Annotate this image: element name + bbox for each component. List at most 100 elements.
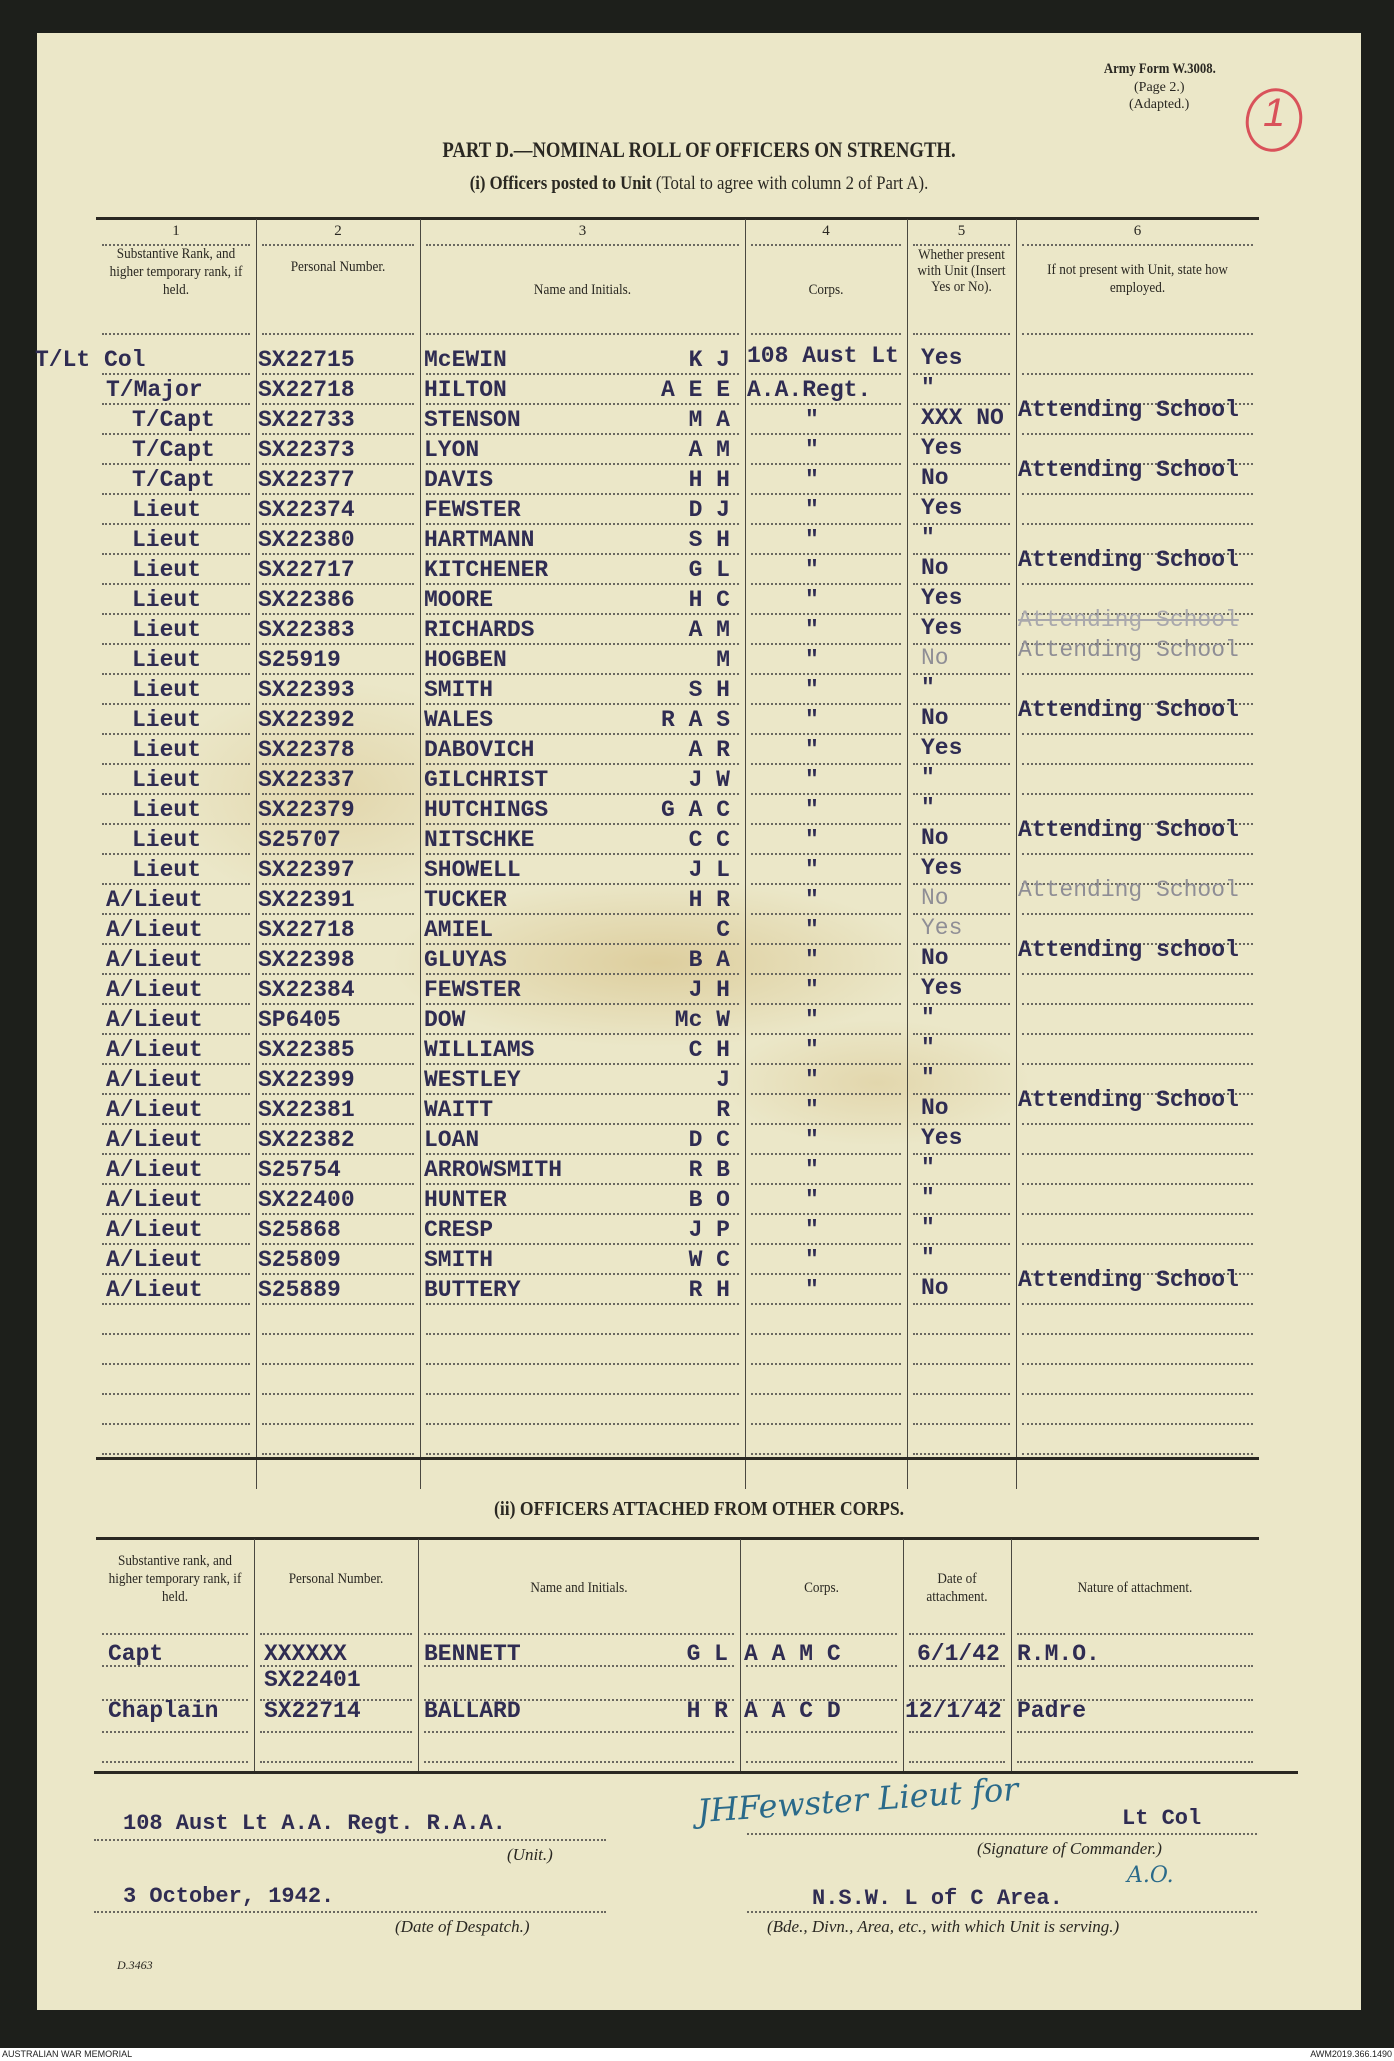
personal-number-cell: SX22382 [258, 1127, 355, 1153]
row-rule [913, 943, 1010, 945]
header-rule [1022, 244, 1253, 246]
column-divider [745, 219, 746, 1489]
row-rule [1022, 373, 1253, 375]
column-number: 2 [334, 223, 342, 239]
row-rule [426, 1093, 739, 1095]
corps-cell: " [805, 617, 819, 643]
row-rule [1017, 1761, 1253, 1763]
row-rule [262, 733, 414, 735]
rank-cell: T/Lt Col [35, 347, 146, 373]
row-rule [751, 1093, 901, 1095]
row-rule [102, 403, 250, 405]
name-cell: STENSON [424, 407, 521, 433]
row-rule [102, 943, 250, 945]
row-rule [426, 1003, 739, 1005]
corps-cell: " [805, 737, 819, 763]
table-row: A/Lieut SX22382 LOAN D C " Yes [37, 1125, 1361, 1155]
rank-cell: Lieut [132, 767, 202, 793]
rank-cell: A/Lieut [106, 1097, 203, 1123]
row-rule [426, 523, 739, 525]
row-rule [262, 1453, 414, 1455]
name-cell: RICHARDS [424, 617, 535, 643]
initials-cell: R H [688, 1277, 730, 1303]
rank-cell: A/Lieut [106, 1247, 203, 1273]
name-cell: WALES [424, 707, 494, 733]
present-cell: No [921, 945, 949, 971]
row-rule [1022, 1363, 1253, 1365]
present-cell: No [921, 1275, 949, 1301]
column-number: 5 [957, 223, 966, 239]
row-rule [262, 913, 414, 915]
personal-number-cell: SX22374 [258, 497, 355, 523]
row-rule [1017, 1699, 1253, 1701]
name-cell: SHOWELL [424, 857, 521, 883]
row-rule [426, 673, 739, 675]
present-cell: " [921, 375, 935, 401]
row-rule [426, 1333, 739, 1335]
corps-cell: " [805, 887, 819, 913]
corps-cell: " [805, 1097, 819, 1123]
column-divider [1016, 219, 1017, 1489]
rank-cell: Lieut [132, 587, 202, 613]
form-adapted: (Adapted.) [1129, 97, 1190, 112]
row-rule [102, 643, 250, 645]
row-rule [260, 1731, 412, 1733]
row-rule [751, 583, 901, 585]
rank-cell: T/Major [106, 377, 203, 403]
table-row: Lieut SX22397 SHOWELL J L " Yes [37, 855, 1361, 885]
row-rule [102, 733, 250, 735]
table-row: A/Lieut SX22391 TUCKER H R " No Attending Scho… [37, 877, 1361, 915]
row-rule [751, 1003, 901, 1005]
row-rule [913, 1243, 1010, 1245]
row-rule [913, 1303, 1010, 1305]
initials-cell: J H [688, 977, 730, 1003]
row-rule [751, 763, 901, 765]
row-rule [102, 793, 250, 795]
row-rule [1022, 1243, 1253, 1245]
row-rule [102, 1363, 250, 1365]
column-header: If not present with Unit, state how empl… [1047, 262, 1228, 296]
table-row: A/Lieut SP6405 DOW Mc W " " [37, 1005, 1361, 1035]
row-rule [1017, 1665, 1253, 1667]
present-cell: " [921, 795, 935, 821]
row-rule [426, 853, 739, 855]
table-row: A/Lieut S25868 CRESP J P " " [37, 1215, 1361, 1245]
table-row: Lieut SX22337 GILCHRIST J W " " [37, 765, 1361, 795]
attachment-date-cell: 6/1/42 [917, 1641, 1000, 1667]
row-rule [426, 1213, 739, 1215]
row-rule [913, 793, 1010, 795]
table-top-rule [96, 1537, 1259, 1540]
row-rule [913, 463, 1010, 465]
row-rule [102, 493, 250, 495]
corps-cell: " [805, 467, 819, 493]
name-cell: WESTLEY [424, 1067, 521, 1093]
table-row [37, 1395, 1361, 1425]
corps-cell: " [805, 947, 819, 973]
column-header: Nature of attachment. [1077, 1580, 1193, 1596]
table-row: Lieut SX22392 WALES R A S " No Attending Schoo… [37, 697, 1361, 735]
row-rule [751, 1213, 901, 1215]
row-rule [913, 1063, 1010, 1065]
present-cell: " [921, 1035, 935, 1061]
personal-number-cell: SX22380 [258, 527, 355, 553]
column-divider [256, 219, 257, 1489]
personal-number-cell: SX22733 [258, 407, 355, 433]
row-rule [751, 673, 901, 675]
row-rule [909, 1665, 1005, 1667]
row-rule [102, 913, 250, 915]
rank-cell: Lieut [132, 557, 202, 583]
row-rule [260, 1761, 412, 1763]
column-divider [420, 219, 421, 1489]
row-rule [426, 1063, 739, 1065]
personal-number-cell: SX22391 [258, 887, 355, 913]
row-rule [262, 1213, 414, 1215]
rank-cell: A/Lieut [106, 887, 203, 913]
row-rule [1022, 1273, 1253, 1275]
personal-number-cell: SX22379 [258, 797, 355, 823]
initials-cell: C C [688, 827, 730, 853]
present-cell: " [921, 1005, 935, 1031]
row-rule [751, 1393, 901, 1395]
personal-number-cell: S25868 [258, 1217, 341, 1243]
row-rule [102, 1273, 250, 1275]
row-rule [913, 523, 1010, 525]
